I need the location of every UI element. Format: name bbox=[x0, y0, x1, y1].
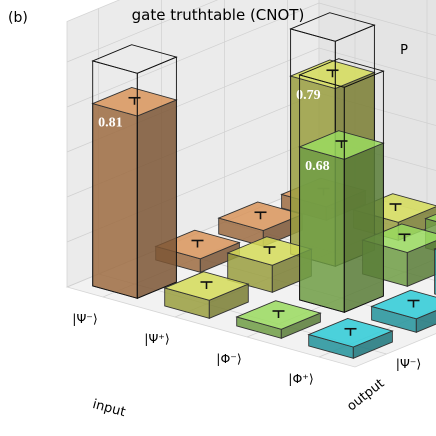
bar-side-face bbox=[344, 143, 383, 312]
input-tick-label: |Φ⁻⟩ bbox=[216, 351, 242, 366]
chart-title: gate truthtable (CNOT) bbox=[132, 6, 305, 24]
bar-value-label: 0.81 bbox=[98, 116, 123, 131]
bar-value-label: 0.68 bbox=[305, 159, 330, 174]
panel-label: (b) bbox=[8, 10, 28, 26]
input-tick-label: |Φ⁺⟩ bbox=[288, 371, 314, 386]
bar-front-face bbox=[93, 104, 138, 299]
z-axis-label: P bbox=[400, 43, 408, 58]
y-axis-label: output bbox=[344, 376, 387, 414]
bar-side-face bbox=[137, 100, 176, 298]
output-tick-label: |Ψ⁻⟩ bbox=[396, 356, 422, 371]
input-tick-label: |Ψ⁻⟩ bbox=[72, 311, 98, 326]
input-tick-label: |Ψ⁺⟩ bbox=[144, 331, 170, 346]
x-axis-label: input bbox=[91, 397, 127, 420]
